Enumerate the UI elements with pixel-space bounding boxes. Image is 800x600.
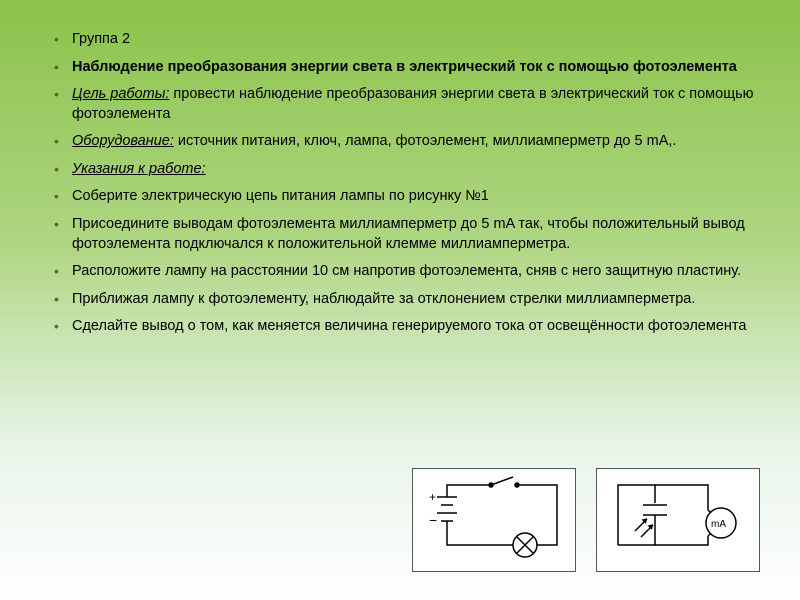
goal-line: Цель работы: провести наблюдение преобра… xyxy=(50,85,760,124)
equipment-label: Оборудование: xyxy=(72,133,174,149)
equipment-text: источник питания, ключ, лампа, фотоэлеме… xyxy=(174,133,677,149)
step-4: Приближая лампу к фотоэлементу, наблюдай… xyxy=(50,290,760,310)
main-title: Наблюдение преобразования энергии света … xyxy=(50,58,760,78)
circuit-2: mA xyxy=(596,468,760,572)
minus-label: − xyxy=(429,512,437,528)
step-2: Присоедините выводам фотоэлемента миллиа… xyxy=(50,215,760,254)
goal-text: провести наблюдение преобразования энерг… xyxy=(72,86,754,122)
meter-label: mA xyxy=(711,519,726,530)
step-3: Расположите лампу на расстоянии 10 см на… xyxy=(50,262,760,282)
equipment-line: Оборудование: источник питания, ключ, ла… xyxy=(50,132,760,152)
instructions-label: Указания к работе: xyxy=(50,160,760,180)
diagrams: + − xyxy=(412,468,760,572)
plus-label: + xyxy=(429,490,436,504)
step-1: Соберите электрическую цепь питания ламп… xyxy=(50,187,760,207)
step-5: Сделайте вывод о том, как меняется велич… xyxy=(50,317,760,337)
circuit-1-svg: + − xyxy=(419,475,569,565)
circuit-2-svg: mA xyxy=(603,475,753,565)
bullet-list: Группа 2 Наблюдение преобразования энерг… xyxy=(50,30,760,337)
group-line: Группа 2 xyxy=(50,30,760,50)
goal-label: Цель работы: xyxy=(72,86,169,102)
circuit-1: + − xyxy=(412,468,576,572)
